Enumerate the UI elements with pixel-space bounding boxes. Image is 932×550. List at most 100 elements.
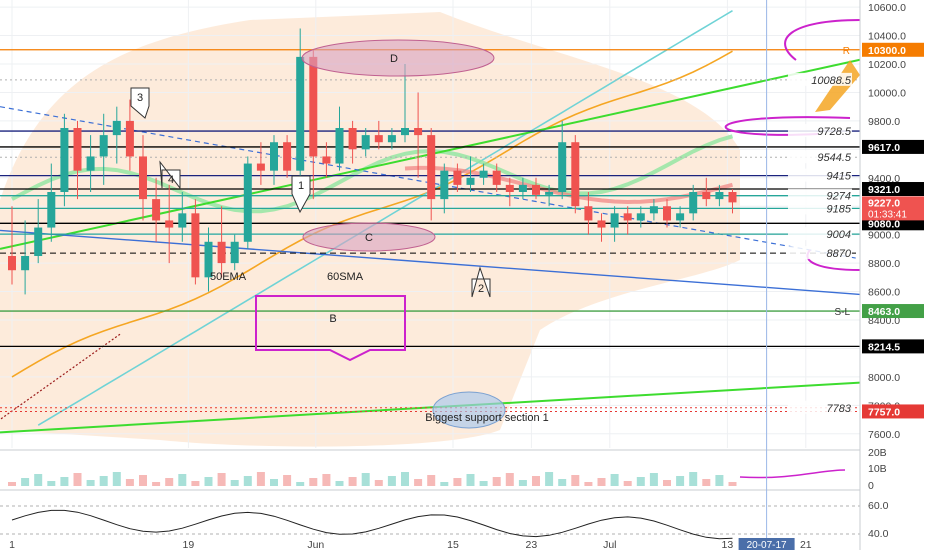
- volume-bar-35: [466, 474, 475, 486]
- volume-bar-16: [217, 473, 226, 486]
- level-tag-bg-9321.0: [862, 182, 924, 197]
- volume-bar-45: [597, 478, 606, 486]
- y-tick-label-9400: 9400.0: [868, 173, 900, 185]
- marker-3-shape: [130, 87, 150, 119]
- level-label-bg-9415: [788, 168, 852, 182]
- candle-body-46: [610, 213, 619, 228]
- level-tag-7757.0: 7757.0: [868, 406, 900, 418]
- level-label-9415: 9415: [827, 171, 852, 183]
- volume-bar-7: [99, 476, 108, 486]
- level-tag-9080.0: 9080.0: [868, 218, 900, 230]
- volume-bar-33: [440, 482, 449, 486]
- candle-body-52: [689, 192, 698, 214]
- volume-bar-5: [73, 473, 82, 486]
- candle-body-31: [414, 128, 423, 136]
- candle-body-29: [387, 135, 396, 143]
- level-label-10088.5: 10088.5: [811, 75, 852, 87]
- candle-body-38: [505, 184, 514, 192]
- marker-1-label: 1: [298, 180, 304, 192]
- candle-body-3: [47, 192, 56, 228]
- oscillator-line: [11, 509, 733, 540]
- x-tick-1: 1: [9, 539, 15, 550]
- current-price-tag: 9227.0: [868, 197, 900, 209]
- volume-bar-2: [34, 474, 43, 486]
- volume-bar-11: [152, 482, 161, 486]
- volume-bar-32: [427, 475, 436, 486]
- volume-bar-26: [348, 477, 357, 486]
- volume-bar-40: [532, 476, 540, 486]
- price-axis-bg: [860, 0, 932, 550]
- level-label-9274: 9274: [827, 191, 851, 203]
- indicator-panels: [0, 449, 932, 540]
- candle-body-1: [21, 256, 30, 271]
- volume-bar-27: [361, 473, 370, 486]
- y-tick-label-7600: 7600.0: [868, 429, 900, 441]
- level-9728-mark: [724, 116, 851, 136]
- wave-markers: 3 4 1 2 50EMA 60SMA: [130, 87, 491, 298]
- candle-body-51: [676, 213, 685, 221]
- axes: 7600.07800.08000.08200.08400.08600.08800…: [9, 0, 932, 550]
- volume-bar-55: [728, 482, 737, 486]
- candle-body-6: [86, 156, 95, 171]
- volume-bar-36: [479, 481, 488, 486]
- zone-C-label: C: [365, 232, 373, 244]
- candle-body-15: [204, 241, 213, 278]
- zone-C-ellipse: [302, 222, 436, 252]
- candle-body-2: [34, 227, 43, 256]
- blue-down-trendline: [0, 229, 861, 296]
- x-tick-Jun: Jun: [307, 539, 324, 550]
- candle-body-53: [702, 192, 711, 200]
- volume-bar-31: [414, 479, 423, 486]
- y-tick-label-10200: 10200.0: [868, 59, 906, 71]
- volume-bar-13: [178, 474, 187, 486]
- candle-body-39: [518, 184, 527, 192]
- level-tag-bg-9617.0: [862, 139, 924, 154]
- y-tick-label-8000: 8000.0: [868, 372, 900, 384]
- level-tag-bg-7757.0: [862, 404, 924, 419]
- marker-4-shape: [159, 160, 181, 190]
- candle-body-5: [73, 128, 82, 171]
- volume-bar-30: [401, 472, 409, 486]
- ema50-label: 50EMA: [210, 271, 247, 283]
- volume-bar-38: [505, 473, 514, 486]
- marker-3-label: 3: [137, 92, 143, 104]
- candle-body-41: [545, 192, 554, 195]
- level-tag-bg-8214.5: [862, 339, 924, 354]
- level-tag-bg-8463.0: [862, 304, 924, 319]
- volume-bar-6: [86, 480, 95, 486]
- volume-bar-24: [322, 474, 331, 486]
- volume-bar-19: [256, 472, 265, 486]
- zone-D-label: D: [390, 53, 398, 65]
- level-label-bg-9728.5: [788, 124, 852, 138]
- volume-bar-49: [649, 473, 658, 486]
- volume-bar-41: [545, 472, 554, 486]
- marker-2-label: 2: [478, 283, 484, 295]
- y-tick-label-9800: 9800.0: [868, 116, 900, 128]
- ema50-line: [11, 50, 733, 378]
- level-label-bg-9544.5: [788, 150, 852, 164]
- level-label-9185: 9185: [827, 203, 852, 215]
- volume-bar-54: [715, 475, 724, 486]
- candle-body-14: [191, 213, 200, 278]
- volume-bar-20: [270, 479, 278, 486]
- candle-body-17: [230, 241, 239, 264]
- candle-body-43: [571, 142, 580, 207]
- y-tick-label-10400: 10400.0: [868, 31, 906, 43]
- candle-body-33: [440, 170, 449, 200]
- zone-B-box: [255, 295, 406, 362]
- level-tag-8463.0: 8463.0: [868, 306, 900, 318]
- date-tag: 20-07-17: [747, 540, 787, 550]
- volume-bar-23: [309, 478, 318, 486]
- zone-B-label: B: [329, 313, 336, 325]
- level-label-bg-8870: [788, 246, 852, 260]
- volume-bar-12: [165, 478, 174, 486]
- candle-body-7: [99, 135, 108, 157]
- volume-bar-37: [492, 477, 501, 486]
- volume-tick-0: 0: [868, 480, 874, 492]
- level-label-bg-9185: [788, 201, 852, 215]
- candle-body-55: [728, 192, 737, 203]
- level-tag-8214.5: 8214.5: [868, 341, 900, 353]
- candle-body-12: [165, 220, 174, 228]
- volume-tick-20B: 20B: [868, 447, 887, 459]
